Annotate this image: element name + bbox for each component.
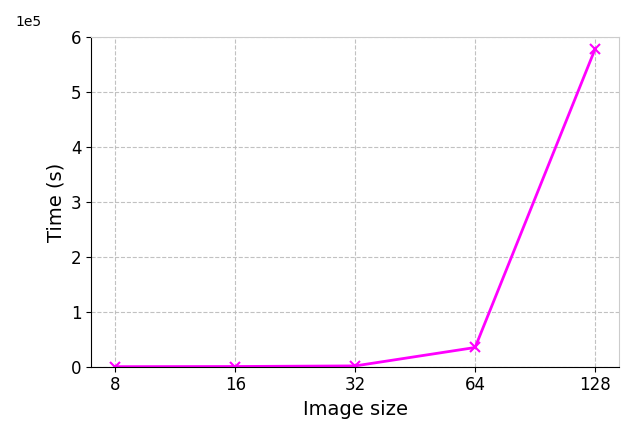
Text: 1e5: 1e5 xyxy=(15,15,41,29)
Y-axis label: Time (s): Time (s) xyxy=(46,162,65,242)
X-axis label: Image size: Image size xyxy=(302,400,408,419)
